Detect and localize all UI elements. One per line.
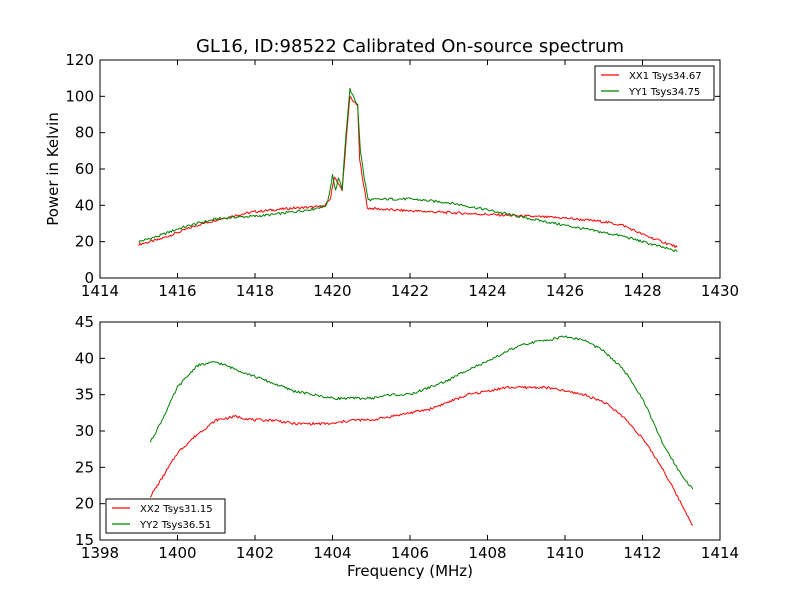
- bottom-x-axis-label: Frequency (MHz): [347, 562, 473, 580]
- y-tick-label: 45: [75, 313, 94, 331]
- x-tick-label: 1402: [236, 544, 274, 562]
- y-tick-label: 100: [65, 87, 94, 105]
- x-tick-label: 1404: [313, 544, 351, 562]
- legend-box: [105, 498, 226, 534]
- top-tick-group: 1414 1416 1418 1420 1422 1424 1426 1428 1430 0 20 4…: [65, 51, 739, 300]
- y-tick-label: 15: [75, 531, 94, 549]
- y-tick-label: 40: [75, 196, 94, 214]
- x-tick-label: 1414: [701, 544, 739, 562]
- x-tick-label: 1416: [158, 282, 196, 300]
- legend-entry: YY2 Tsys36.51: [139, 520, 211, 531]
- bottom-legend: XX2 Tsys31.15 YY2 Tsys36.51: [105, 498, 226, 534]
- legend-box: [594, 65, 715, 101]
- series-line: [149, 385, 694, 526]
- bottom-panel: Frequency (MHz) 1398 1400 1402 1404 1406 1408…: [75, 313, 739, 580]
- x-tick-label: 1410: [546, 544, 584, 562]
- chart-title: GL16, ID:98522 Calibrated On-source spec…: [196, 36, 624, 57]
- bottom-plot-frame: [99, 321, 721, 541]
- x-tick-label: 1408: [468, 544, 506, 562]
- y-tick-label: 0: [84, 269, 94, 287]
- top-y-axis-label: Power in Kelvin: [44, 112, 62, 226]
- legend-entry: YY1 Tsys34.75: [628, 87, 700, 98]
- y-tick-label: 120: [65, 51, 94, 69]
- x-tick-label: 1430: [701, 282, 739, 300]
- y-tick-label: 20: [75, 233, 94, 251]
- x-tick-label: 1414: [81, 282, 119, 300]
- top-plot-frame: [99, 59, 721, 279]
- x-tick-label: 1398: [81, 544, 119, 562]
- series-line: [149, 335, 694, 490]
- top-series-group: [138, 87, 678, 253]
- series-line: [138, 87, 678, 253]
- bottom-tick-group: 1398 1400 1402 1404 1406 1408 1410 1412 1414 15 20…: [75, 313, 739, 562]
- x-tick-label: 1406: [391, 544, 429, 562]
- x-tick-label: 1428: [623, 282, 661, 300]
- bottom-series-group: [149, 335, 694, 526]
- y-tick-label: 80: [75, 124, 94, 142]
- y-tick-label: 30: [75, 422, 94, 440]
- y-tick-label: 25: [75, 458, 94, 476]
- y-tick-label: 40: [75, 349, 94, 367]
- x-tick-label: 1412: [623, 544, 661, 562]
- x-tick-label: 1424: [468, 282, 506, 300]
- legend-entry: XX2 Tsys31.15: [140, 504, 213, 515]
- legend-entry: XX1 Tsys34.67: [629, 71, 702, 82]
- x-tick-label: 1420: [313, 282, 351, 300]
- x-tick-label: 1400: [158, 544, 196, 562]
- x-tick-label: 1422: [391, 282, 429, 300]
- y-tick-label: 60: [75, 160, 94, 178]
- y-tick-label: 35: [75, 386, 94, 404]
- x-tick-label: 1418: [236, 282, 274, 300]
- top-panel: GL16, ID:98522 Calibrated On-source spec…: [44, 36, 739, 300]
- x-tick-label: 1426: [546, 282, 584, 300]
- top-legend: XX1 Tsys34.67 YY1 Tsys34.75: [594, 65, 715, 101]
- y-tick-label: 20: [75, 495, 94, 513]
